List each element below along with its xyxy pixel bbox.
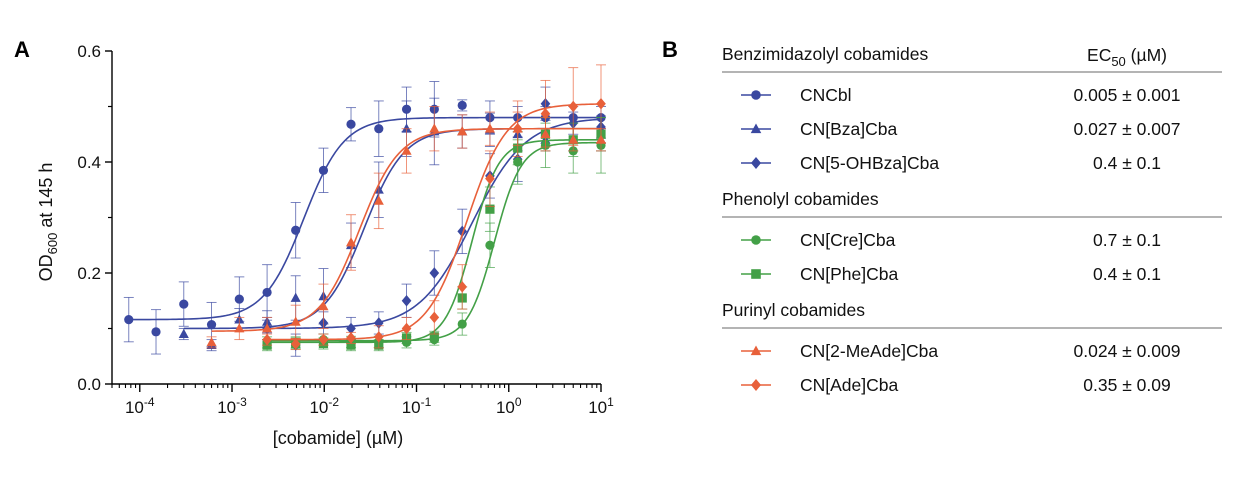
legend-row-ohbza: CN[5-OHBza]Cba 0.4 ± 0.1 — [741, 153, 1161, 173]
data-point-ade — [540, 107, 551, 120]
legend-row-bza: CN[Bza]Cba 0.027 ± 0.007 — [741, 119, 1180, 139]
data-point-cncbl — [291, 225, 301, 235]
ec50-value: 0.35 ± 0.09 — [1083, 375, 1170, 395]
data-point-ade — [457, 281, 468, 293]
y-tick-label: 0.4 — [77, 153, 101, 172]
data-point-ade — [346, 332, 356, 344]
data-point-meade — [484, 123, 495, 133]
panel-b-label: B — [662, 37, 678, 62]
plot-area: 0.0 0.2 0.4 0.6 10-4 10-3 10-2 10-1 100 101 — [77, 42, 614, 417]
data-point-ade — [429, 311, 440, 324]
data-point-meade — [262, 323, 273, 333]
legend-row-cncbl: CNCbl 0.005 ± 0.001 — [741, 85, 1180, 105]
data-point-phe — [485, 204, 495, 214]
data-point-phe — [346, 340, 356, 350]
y-axis-title: OD600 at 145 h — [36, 163, 60, 282]
ec50-value: 0.7 ± 0.1 — [1093, 230, 1161, 250]
data-point-meade — [429, 123, 440, 133]
compound-name: CN[Cre]Cba — [800, 230, 896, 250]
data-point-meade — [373, 195, 384, 205]
table-group-title: Purinyl cobamides — [722, 300, 865, 320]
data-point-meade — [318, 301, 329, 311]
data-point-ade — [512, 122, 523, 135]
data-point-cncbl — [234, 294, 244, 304]
data-point-meade — [234, 323, 245, 333]
data-point-meade — [206, 337, 217, 347]
compound-name: CN[2-MeAde]Cba — [800, 341, 938, 361]
data-point-ade — [401, 322, 412, 335]
data-point-meade — [345, 237, 357, 247]
data-point-ohbza — [346, 322, 356, 335]
data-point-cncbl — [457, 100, 467, 110]
dose-response-chart: A 0.0 0.2 0.4 0.6 10-4 10-3 10-2 10-1 100 101 [co… — [14, 37, 614, 448]
data-point-ade — [318, 333, 329, 346]
legend-row-cre: CN[Cre]Cba 0.7 ± 0.1 — [741, 230, 1161, 250]
data-point-ade — [290, 338, 301, 350]
ec50-value: 0.4 ± 0.1 — [1093, 153, 1161, 173]
legend-marker-ade — [750, 379, 762, 391]
ec50-value: 0.027 ± 0.007 — [1074, 119, 1181, 139]
data-point-cncbl — [374, 124, 384, 134]
compound-name: CN[Bza]Cba — [800, 119, 898, 139]
legend-marker-phe — [751, 269, 761, 279]
data-point-cncbl — [346, 119, 356, 129]
data-point-cre — [457, 319, 467, 329]
ec50-table: Benzimidazolyl cobamides CNCbl 0.005 ± 0.0… — [722, 44, 1222, 395]
x-tick-label: 101 — [588, 395, 614, 417]
table-group-title: Phenolyl cobamides — [722, 189, 879, 209]
data-point-ohbza — [401, 295, 412, 307]
y-tick-label: 0.2 — [77, 264, 101, 283]
data-point-cncbl — [206, 320, 217, 330]
x-axis-title: [cobamide] (µM) — [273, 428, 403, 448]
legend-row-ade: CN[Ade]Cba 0.35 ± 0.09 — [741, 375, 1171, 395]
compound-name: CN[Phe]Cba — [800, 264, 899, 284]
data-point-cncbl — [179, 299, 189, 309]
legend-marker-ohbza — [750, 157, 762, 169]
data-point-ohbza — [429, 267, 440, 279]
data-point-ade — [485, 172, 495, 185]
ec50-value: 0.005 ± 0.001 — [1074, 85, 1181, 105]
data-point-cncbl — [262, 287, 272, 298]
legend-marker-meade — [750, 345, 762, 356]
legend-marker-cre — [751, 235, 761, 245]
data-point-ade — [373, 331, 384, 343]
panel-a-label: A — [14, 37, 30, 62]
data-point-cncbl — [124, 315, 134, 325]
ec50-value: 0.4 ± 0.1 — [1093, 264, 1161, 284]
data-point-cncbl — [151, 327, 161, 337]
series-ade — [262, 64, 606, 351]
legend-row-phe: CN[Phe]Cba 0.4 ± 0.1 — [741, 264, 1161, 284]
data-point-cre — [485, 240, 495, 250]
y-tick-label: 0.0 — [77, 375, 101, 394]
data-point-ade — [262, 333, 272, 346]
data-point-bza — [290, 292, 301, 302]
data-point-cncbl — [318, 165, 329, 175]
x-tick-label: 10-2 — [309, 395, 339, 417]
ec50-column-header: EC50 (µM) — [1087, 45, 1167, 69]
legend-marker-bza — [750, 123, 762, 134]
compound-name: CN[5-OHBza]Cba — [800, 153, 939, 173]
legend-marker-cncbl — [751, 90, 761, 100]
data-point-meade — [401, 145, 412, 155]
ec50-value: 0.024 ± 0.009 — [1074, 341, 1181, 361]
data-point-meade — [290, 316, 301, 326]
compound-name: CN[Ade]Cba — [800, 375, 899, 395]
x-tick-label: 100 — [496, 395, 522, 417]
legend-row-meade: CN[2-MeAde]Cba 0.024 ± 0.009 — [741, 341, 1180, 361]
x-tick-label: 10-3 — [217, 395, 247, 417]
data-point-bza — [178, 328, 189, 338]
data-point-ade — [568, 100, 579, 113]
table-group-title: Benzimidazolyl cobamides — [722, 44, 928, 64]
x-tick-label: 10-1 — [402, 395, 432, 417]
data-point-bza — [401, 123, 412, 133]
data-point-meade — [457, 126, 468, 136]
x-tick-label: 10-4 — [125, 395, 155, 417]
data-point-phe — [429, 332, 439, 342]
compound-name: CNCbl — [800, 85, 852, 105]
y-tick-label: 0.6 — [77, 42, 101, 61]
data-point-ade — [596, 97, 606, 110]
